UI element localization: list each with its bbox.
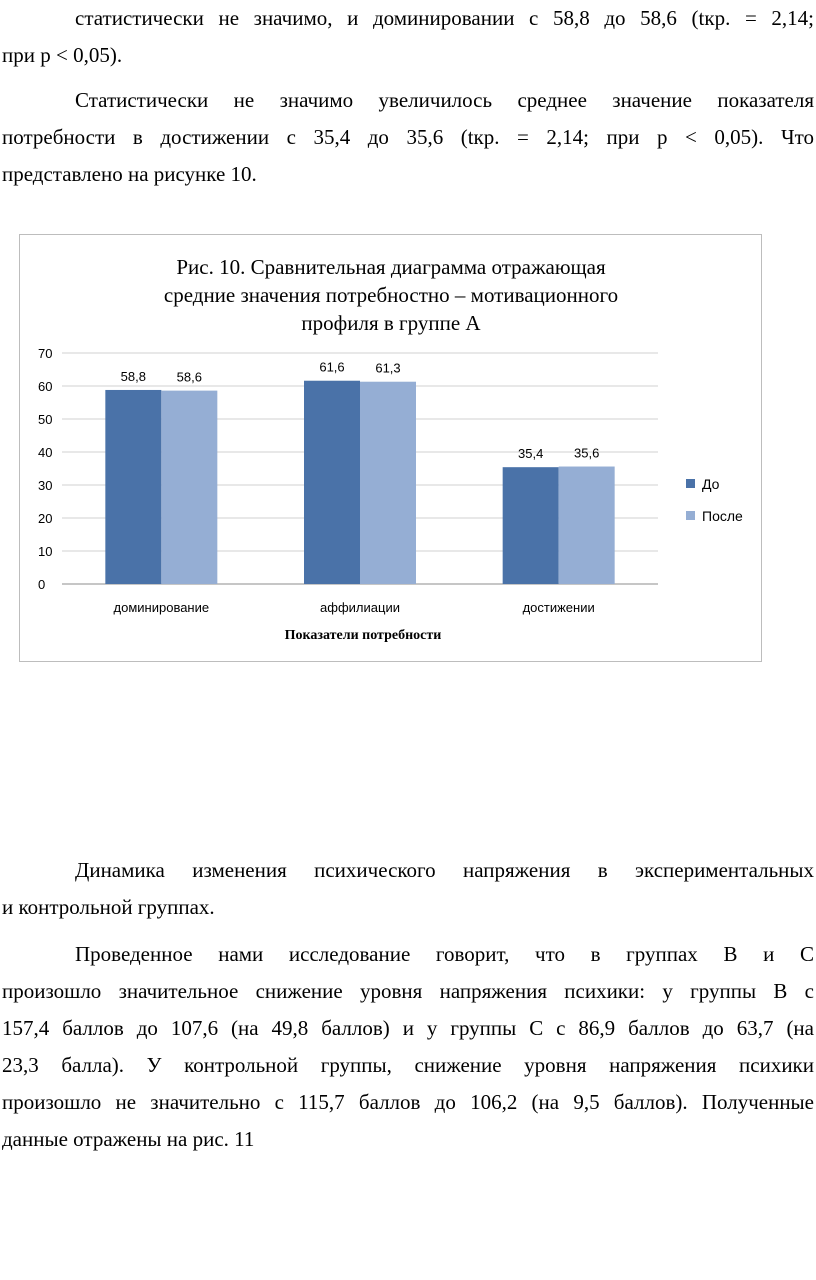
legend-label: После bbox=[702, 508, 743, 524]
text-line: 157,4 баллов до 107,6 (на 49,8 баллов) и… bbox=[2, 1016, 814, 1040]
y-tick-label: 40 bbox=[38, 445, 52, 460]
text-line: представлено на рисунке 10. bbox=[2, 162, 257, 186]
y-tick-label: 50 bbox=[38, 412, 52, 427]
chart-title-line: профиля в группе А bbox=[301, 311, 481, 335]
data-label: 35,6 bbox=[574, 446, 599, 461]
y-tick-label: 60 bbox=[38, 379, 52, 394]
y-tick-label: 20 bbox=[38, 511, 52, 526]
bar bbox=[360, 381, 416, 584]
legend-swatch bbox=[686, 479, 695, 488]
text-line: 23,3 балла). У контрольной группы, сниже… bbox=[2, 1053, 814, 1077]
bar bbox=[105, 389, 162, 584]
text-line: статистически не значимо, и доминировани… bbox=[75, 6, 814, 30]
paragraph-top: статистически не значимо, и доминировани… bbox=[2, 0, 814, 74]
paragraph-3: Динамика изменения психического напряжен… bbox=[2, 852, 814, 926]
x-axis-title: Показатели потребности bbox=[285, 628, 442, 643]
bar-chart: Рис. 10. Сравнительная диаграмма отражаю… bbox=[38, 255, 743, 643]
figure-10-chart: Рис. 10. Сравнительная диаграмма отражаю… bbox=[19, 234, 762, 662]
y-tick-label: 30 bbox=[38, 478, 52, 493]
text-line: и контрольной группах. bbox=[2, 895, 215, 919]
text-line: произошло значительное снижение уровня н… bbox=[2, 979, 814, 1003]
text-line: данные отражены на рис. 11 bbox=[2, 1127, 255, 1151]
bar bbox=[161, 390, 218, 584]
x-tick-label: достижении bbox=[523, 600, 595, 615]
legend-swatch bbox=[686, 511, 695, 520]
text-line: потребности в достижении с 35,4 до 35,6 … bbox=[2, 125, 814, 149]
bar bbox=[502, 467, 559, 584]
x-tick-label: аффилиации bbox=[320, 600, 400, 615]
chart-title-line: Рис. 10. Сравнительная диаграмма отражаю… bbox=[176, 255, 606, 279]
text-line: Проведенное нами исследование говорит, ч… bbox=[75, 942, 814, 966]
bar bbox=[304, 380, 360, 584]
data-label: 35,4 bbox=[518, 446, 543, 461]
paragraph-4: Проведенное нами исследование говорит, ч… bbox=[2, 936, 814, 1158]
y-tick-label: 10 bbox=[38, 544, 52, 559]
data-label: 61,3 bbox=[375, 361, 400, 376]
x-tick-label: доминирование bbox=[114, 600, 210, 615]
y-tick-label: 0 bbox=[38, 577, 45, 592]
data-label: 58,6 bbox=[177, 370, 202, 385]
chart-title-line: средние значения потребностно – мотиваци… bbox=[164, 283, 618, 307]
paragraph-2: Статистически не значимо увеличилось сре… bbox=[2, 82, 814, 193]
data-label: 58,8 bbox=[121, 369, 146, 384]
text-line: при р < 0,05). bbox=[2, 43, 123, 67]
y-tick-label: 70 bbox=[38, 346, 52, 361]
text-line: произошло не значительно с 115,7 баллов … bbox=[2, 1090, 814, 1114]
legend-label: До bbox=[702, 476, 720, 492]
text-line: Статистически не значимо увеличилось сре… bbox=[75, 88, 814, 112]
text-line: Динамика изменения психического напряжен… bbox=[75, 858, 814, 882]
bar bbox=[558, 466, 615, 584]
data-label: 61,6 bbox=[319, 360, 344, 375]
